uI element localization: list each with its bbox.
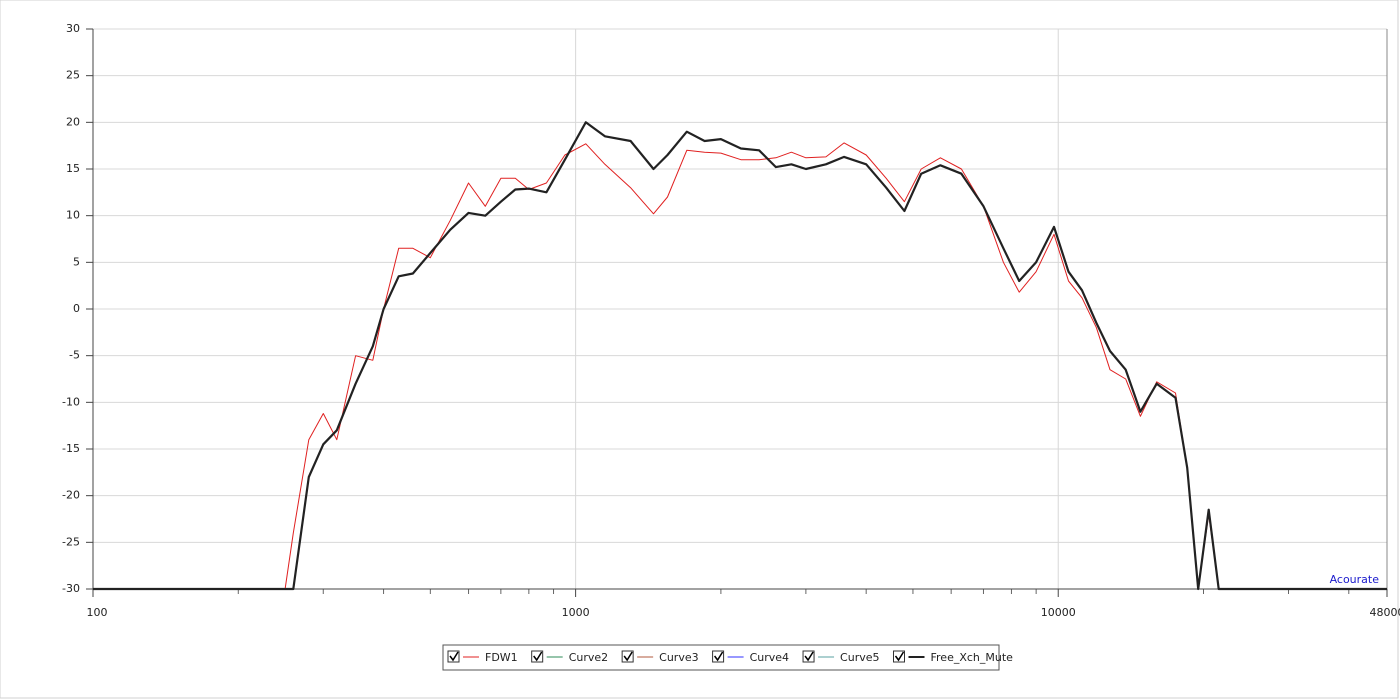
x-tick-label: 48000 (1370, 606, 1400, 619)
y-tick-label: 5 (73, 255, 80, 268)
legend-label: Curve5 (840, 651, 879, 664)
legend-item[interactable]: Curve5 (802, 650, 880, 664)
x-tick-label: 100 (87, 606, 108, 619)
legend-label: Curve2 (569, 651, 608, 664)
y-tick-label: 10 (66, 209, 80, 222)
y-tick-label: 0 (73, 302, 80, 315)
y-tick-label: 30 (66, 22, 80, 35)
legend-label: FDW1 (485, 651, 518, 664)
y-tick-label: 15 (66, 162, 80, 175)
legend-checkbox[interactable] (447, 650, 460, 663)
legend-checkbox[interactable] (802, 650, 815, 663)
legend-check (894, 651, 905, 662)
annotation: Acourate (1330, 573, 1380, 586)
legend-item[interactable]: Curve4 (712, 650, 789, 664)
legend-check (804, 651, 814, 662)
y-tick-label: -10 (62, 395, 80, 408)
series-line (93, 121, 1387, 591)
legend-check (533, 651, 543, 662)
series-line (93, 142, 1387, 590)
legend-checkbox[interactable] (531, 650, 544, 663)
y-tick-label: -15 (62, 442, 80, 455)
legend-label: Free_Xch_Mute (931, 651, 1014, 664)
y-tick-label: -5 (69, 349, 80, 362)
legend-label: Curve3 (659, 651, 698, 664)
legend-item[interactable]: Free_Xch_Mute (893, 650, 1014, 664)
y-tick-label: -25 (62, 535, 80, 548)
legend-check (449, 651, 459, 662)
y-tick-label: -20 (62, 489, 80, 502)
x-tick-label: 1000 (562, 606, 590, 619)
legend-checkbox[interactable] (712, 650, 725, 663)
y-tick-label: 25 (66, 69, 80, 82)
legend-check (713, 651, 724, 662)
y-tick-label: 20 (66, 115, 80, 128)
legend-checkbox[interactable] (893, 650, 905, 663)
x-tick-label: 10000 (1041, 606, 1076, 619)
legend-item[interactable]: Curve3 (621, 650, 699, 664)
legend-label: Curve4 (750, 651, 789, 664)
y-tick-label: -30 (62, 582, 80, 595)
legend-check (623, 651, 633, 662)
legend-item[interactable]: Curve2 (531, 650, 608, 664)
legend-item[interactable]: FDW1 (447, 650, 518, 664)
legend-checkbox[interactable] (621, 650, 634, 663)
